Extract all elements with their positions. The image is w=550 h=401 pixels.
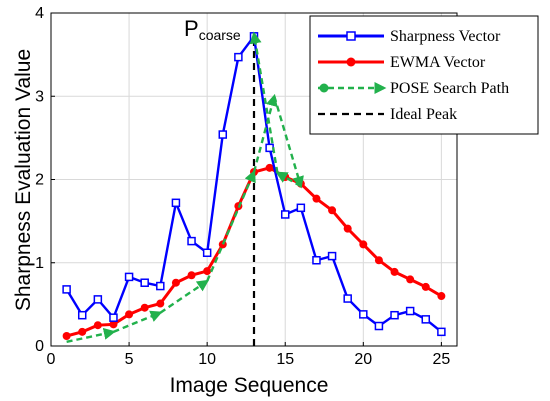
x-tick-label: 20 — [354, 351, 372, 368]
y-tick-label: 1 — [35, 255, 44, 272]
legend-marker — [346, 57, 356, 67]
legend: Sharpness Vector EWMA Vector POSE Search P… — [309, 15, 539, 135]
pose-path-segment — [159, 279, 210, 314]
sharpness-point — [296, 203, 306, 213]
sharpness-point — [280, 210, 290, 219]
ewma-point — [437, 292, 446, 301]
sharpness-point — [93, 295, 103, 304]
ewma-line — [66, 166, 443, 338]
pose-path-segment — [273, 95, 304, 189]
p-coarse-subscript: coarse — [199, 27, 241, 43]
axes: 0 5 10 15 20 25 0 1 2 3 4 — [35, 5, 458, 368]
sharpness-point — [437, 327, 446, 337]
y-tick-label: 3 — [35, 88, 44, 105]
sharpness-point — [140, 278, 149, 287]
p-coarse-label: Pcoarse — [184, 16, 241, 43]
x-tick-label: 0 — [47, 351, 56, 368]
sharpness-point — [405, 306, 415, 316]
x-tick-label: 15 — [276, 351, 294, 368]
sharpness-point — [109, 313, 118, 322]
sharpness-point — [218, 130, 228, 139]
sharpness-point — [77, 310, 87, 320]
y-axis-label: Sharpness Evaluation Value — [12, 49, 35, 311]
x-tick-label: 10 — [198, 351, 216, 368]
sharpness-point — [374, 321, 384, 331]
y-tick-label: 0 — [35, 338, 44, 355]
ewma-point — [421, 282, 430, 291]
sharpness-point — [312, 256, 321, 265]
sharpness-point — [390, 310, 399, 320]
pose-path-segment — [275, 171, 302, 188]
ewma-point — [218, 240, 227, 249]
ewma-point — [78, 327, 87, 336]
legend-label: Ideal Peak — [390, 106, 457, 123]
sharpness-point — [171, 198, 181, 208]
sharpness-point — [156, 281, 165, 291]
sharpness-point — [62, 285, 71, 294]
sharpness-point — [359, 310, 368, 319]
legend-marker — [346, 31, 356, 41]
y-tick-label: 4 — [35, 5, 44, 22]
sharpness-point — [327, 251, 337, 261]
sharpness-point — [124, 272, 134, 282]
ewma-point — [390, 267, 399, 276]
x-axis-label: Image Sequence — [170, 374, 329, 397]
ewma-point — [374, 256, 383, 265]
sharpness-point — [234, 52, 243, 62]
legend-marker — [319, 83, 329, 93]
legend-label: EWMA Vector — [390, 54, 486, 71]
ewma-point — [125, 310, 134, 319]
pose-path-segment — [249, 31, 279, 174]
x-tick-label: 5 — [125, 351, 134, 368]
pose-path-segment — [113, 310, 163, 333]
ewma-point — [343, 224, 352, 233]
ewma-point — [171, 278, 180, 287]
ewma-point — [187, 271, 196, 280]
p-coarse-main: P — [184, 16, 199, 41]
legend-label: Sharpness Vector — [390, 28, 501, 45]
pose-path-segment — [66, 327, 116, 344]
ewma-point — [359, 240, 368, 249]
ewma-point — [265, 163, 274, 172]
sharpness-point — [202, 248, 212, 258]
ewma-point — [328, 206, 337, 215]
ewma-point — [203, 267, 212, 276]
annotation-layer: Pcoarse — [184, 16, 241, 43]
ewma-point — [312, 194, 321, 203]
sharpness-point — [187, 236, 196, 246]
x-tick-label: 25 — [432, 351, 450, 368]
sharpness-point — [343, 294, 352, 303]
legend-label: POSE Search Path — [390, 80, 509, 97]
ewma-point — [62, 332, 71, 341]
ewma-point — [109, 320, 118, 329]
series-layer — [62, 31, 446, 346]
y-tick-label: 2 — [35, 172, 44, 189]
ewma-point — [93, 321, 102, 330]
pose-path-segment — [252, 93, 278, 173]
ewma-point — [140, 303, 149, 312]
ewma-point — [156, 299, 165, 308]
ewma-point — [406, 275, 415, 284]
sharpness-point — [421, 315, 431, 324]
